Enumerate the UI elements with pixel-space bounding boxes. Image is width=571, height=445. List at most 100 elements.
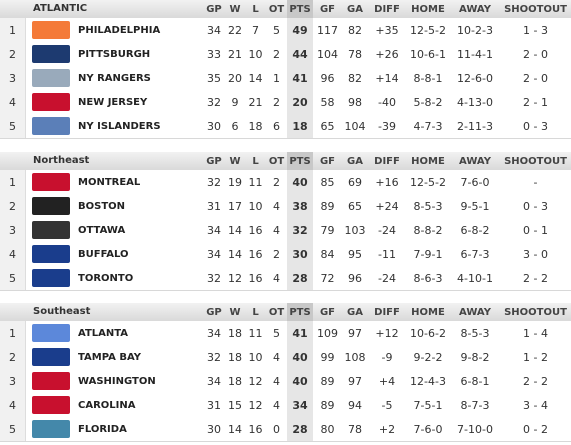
stat-cell: 18	[248, 119, 263, 133]
team-row: 5 FLORIDA 30 14 16 0 28 80 78 +2 7-6-0 7-10-0 0 - 2	[0, 417, 571, 442]
team-name: NY RANGERS	[78, 72, 151, 84]
stat-cell: 5	[273, 23, 280, 37]
stat-cell: 96	[320, 71, 335, 85]
team-name: BOSTON	[78, 200, 126, 212]
stat-cell: 11	[248, 326, 263, 340]
team-row: 3 OTTAWA 34 14 16 4 32 79 103 -24 8-8-2 6-8-2 0 - 1	[0, 218, 571, 243]
rank: 1	[0, 18, 26, 42]
stat-cell: 10-2-3	[457, 23, 493, 37]
stat-cell: 18	[228, 374, 242, 388]
column-header: OT	[268, 306, 285, 318]
stat-cell: 72	[320, 271, 335, 285]
stat-cell: 28	[287, 417, 313, 441]
stat-cell: 28	[287, 266, 313, 290]
stat-cell: 12-5-2	[410, 23, 446, 37]
column-header: SHOOTOUT	[504, 3, 567, 15]
team-row: 3 WASHINGTON 34 18 12 4 40 89 97 +4 12-4-3 6-8-1 2 -…	[0, 369, 571, 394]
stat-cell: +14	[375, 71, 399, 85]
column-header: GP	[206, 155, 222, 167]
column-header: AWAY	[459, 306, 491, 318]
stat-cell: 2 - 2	[523, 374, 548, 388]
column-header: PTS	[287, 0, 313, 18]
stat-cell: 82	[348, 23, 362, 37]
table-header: Northeast GP W L OT PTS GF GA DIFF HOME AWAY SHOOTO…	[0, 152, 571, 171]
stat-cell: 8-6-3	[413, 271, 443, 285]
stat-cell: 18	[287, 114, 313, 138]
stat-cell: 4	[273, 398, 280, 412]
stat-cell: +24	[375, 199, 399, 213]
stat-cell: 98	[348, 95, 362, 109]
team-logo	[32, 173, 70, 191]
stat-cell: 12-4-3	[410, 374, 446, 388]
team-name: ATLANTA	[78, 327, 129, 339]
stat-cell: 40	[287, 369, 313, 393]
stat-cell: 97	[348, 374, 362, 388]
stat-cell: 8-5-3	[413, 199, 443, 213]
stat-cell: 34	[207, 326, 221, 340]
rank: 4	[0, 393, 26, 417]
column-header: W	[229, 3, 241, 15]
column-header: GA	[347, 155, 363, 167]
column-header: OT	[268, 155, 285, 167]
team-name: WASHINGTON	[78, 375, 156, 387]
team-name: CAROLINA	[78, 399, 136, 411]
team-logo	[32, 21, 70, 39]
stat-cell: 0 - 1	[523, 223, 548, 237]
stat-cell: 22	[228, 23, 242, 37]
stat-cell: 10-6-2	[410, 326, 446, 340]
stat-cell: 8-7-3	[460, 398, 490, 412]
team-row: 5 TORONTO 32 12 16 4 28 72 96 -24 8-6-3 4-10-1 2 - 2	[0, 266, 571, 291]
stat-cell: 1 - 2	[523, 350, 548, 364]
stat-cell: 8-5-3	[460, 326, 490, 340]
column-header: SHOOTOUT	[504, 306, 567, 318]
team-row: 4 BUFFALO 34 14 16 2 30 84 95 -11 7-9-1 6-7-3 3 - 0	[0, 242, 571, 267]
stat-cell: 109	[317, 326, 338, 340]
team-name: TORONTO	[78, 272, 134, 284]
stat-cell: 3 - 0	[523, 247, 548, 261]
team-logo	[32, 396, 70, 414]
stat-cell: 7-10-0	[457, 422, 493, 436]
stat-cell: 20	[228, 71, 242, 85]
stat-cell: 99	[320, 350, 335, 364]
column-header: GF	[319, 155, 336, 167]
stat-cell: 5-8-2	[413, 95, 443, 109]
column-header: SHOOTOUT	[504, 155, 567, 167]
stat-cell: 16	[248, 247, 263, 261]
column-header: AWAY	[459, 155, 491, 167]
stat-cell: 16	[248, 223, 263, 237]
stat-cell: 6	[273, 119, 280, 133]
stat-cell: 85	[320, 175, 335, 189]
column-header: GP	[206, 306, 222, 318]
team-name: OTTAWA	[78, 224, 126, 236]
column-header: HOME	[411, 155, 445, 167]
stat-cell: 0 - 3	[523, 199, 548, 213]
division-table: ATLANTIC GP W L OT PTS GF GA DIFF HOME AWAY SHOOTOU…	[0, 0, 571, 139]
stat-cell: 11	[248, 175, 263, 189]
stat-cell: 16	[248, 271, 263, 285]
stat-cell: 34	[287, 393, 313, 417]
stat-cell: 0 - 2	[523, 422, 548, 436]
stat-cell: 32	[207, 350, 221, 364]
stat-cell: 80	[320, 422, 335, 436]
team-row: 2 TAMPA BAY 32 18 10 4 40 99 108 -9 9-2-2 9-8-2 1 - …	[0, 345, 571, 370]
column-header: L	[252, 155, 259, 167]
stat-cell: 17	[228, 199, 242, 213]
stat-cell: 30	[287, 242, 313, 266]
stat-cell: 10	[248, 199, 263, 213]
stat-cell: 2 - 0	[523, 47, 548, 61]
team-row: 4 CAROLINA 31 15 12 4 34 89 94 -5 7-5-1 8-7-3 3 - 4	[0, 393, 571, 418]
stat-cell: 4	[273, 199, 280, 213]
team-logo	[32, 221, 70, 239]
team-row: 1 ATLANTA 34 18 11 5 41 109 97 +12 10-6-2 8-5-3 1 - …	[0, 321, 571, 346]
stat-cell: 9-8-2	[460, 350, 490, 364]
column-header: DIFF	[374, 155, 400, 167]
stat-cell: +26	[375, 47, 399, 61]
column-header: GA	[347, 306, 363, 318]
stat-cell: 3 - 4	[523, 398, 548, 412]
team-name: NEW JERSEY	[78, 96, 148, 108]
team-logo	[32, 45, 70, 63]
stat-cell: 19	[228, 175, 242, 189]
stat-cell: 7	[252, 23, 259, 37]
rank: 5	[0, 266, 26, 290]
team-logo	[32, 269, 70, 287]
